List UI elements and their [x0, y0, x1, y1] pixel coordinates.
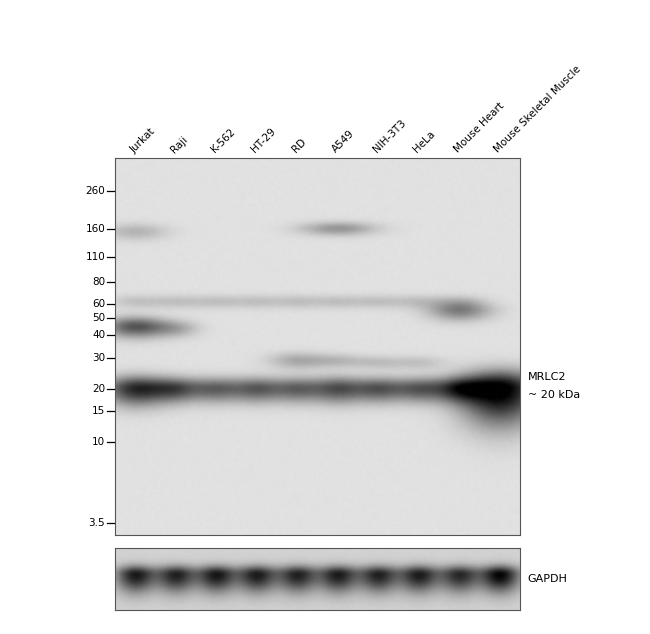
Text: Raji: Raji — [169, 134, 189, 155]
Text: 40: 40 — [92, 330, 105, 340]
Text: 160: 160 — [86, 224, 105, 233]
Text: 3.5: 3.5 — [88, 518, 105, 528]
Text: GAPDH: GAPDH — [528, 574, 567, 584]
Text: ~ 20 kDa: ~ 20 kDa — [528, 390, 580, 400]
Text: Jurkat: Jurkat — [128, 126, 157, 155]
Text: 15: 15 — [92, 406, 105, 416]
Text: 80: 80 — [92, 277, 105, 287]
Text: Mouse Heart: Mouse Heart — [452, 101, 506, 155]
Text: A549: A549 — [331, 129, 357, 155]
Text: 50: 50 — [92, 313, 105, 323]
Text: HT-29: HT-29 — [250, 127, 278, 155]
Text: 20: 20 — [92, 384, 105, 394]
Text: NIH-3T3: NIH-3T3 — [371, 118, 408, 155]
Text: 110: 110 — [86, 252, 105, 262]
Text: Mouse Skeletal Muscle: Mouse Skeletal Muscle — [493, 64, 583, 155]
Text: RD: RD — [290, 137, 308, 155]
Text: K-562: K-562 — [209, 127, 237, 155]
Text: 60: 60 — [92, 299, 105, 309]
Text: HeLa: HeLa — [411, 129, 437, 155]
Text: MRLC2: MRLC2 — [528, 372, 566, 382]
Text: 10: 10 — [92, 437, 105, 447]
Text: 30: 30 — [92, 353, 105, 363]
Text: 260: 260 — [86, 186, 105, 196]
